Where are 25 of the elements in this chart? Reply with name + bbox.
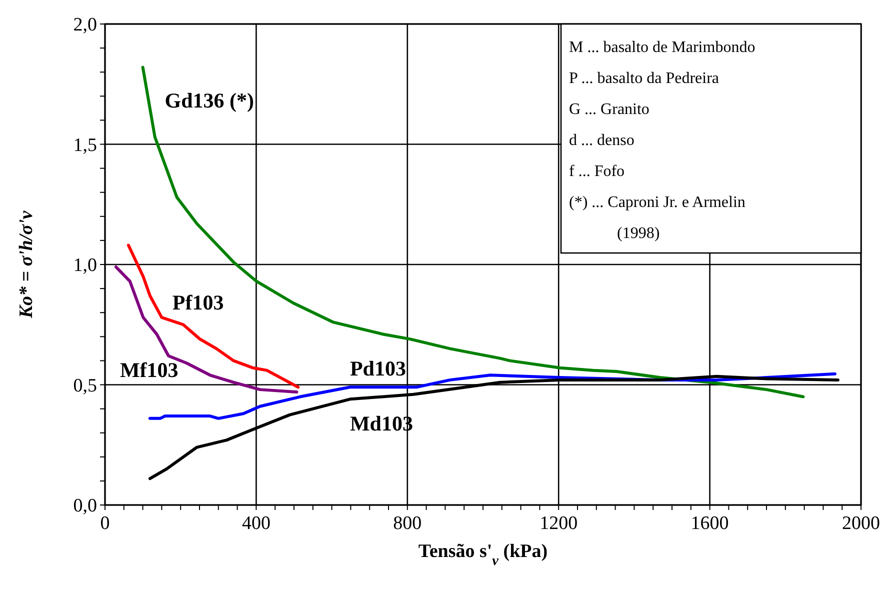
series-label: Mf103	[120, 358, 178, 382]
x-tick-label: 400	[242, 513, 270, 534]
y-axis-title: Ko* = σ'h/σ'v	[16, 210, 37, 320]
x-tick-label: 800	[393, 513, 422, 534]
annotation: d ... denso	[569, 132, 634, 149]
annotation: (*) ... Caproni Jr. e Armelin	[569, 194, 746, 211]
annotation: (1998)	[617, 225, 660, 242]
y-tick-label: 2,0	[73, 14, 97, 36]
x-tick-label: 0	[100, 513, 110, 534]
annotation: G ... Granito	[569, 101, 650, 118]
y-tick-label: 0,0	[73, 496, 97, 517]
x-tick-label: 1200	[540, 513, 578, 534]
x-tick-label: 1600	[690, 513, 729, 534]
line-series	[114, 265, 298, 394]
x-axis-title: Tensão s'$_{v}$ (kPa)	[418, 541, 548, 569]
annotation: f ... Fofo	[569, 163, 625, 180]
series-label: Pf103	[172, 290, 224, 314]
series-label: Pd103	[350, 356, 406, 380]
y-tick-label: 1,5	[73, 134, 97, 156]
y-tick-label: 0,5	[73, 375, 97, 396]
series-label: Gd136 (*)	[164, 88, 254, 112]
annotation: M ... basalto de Marimbondo	[569, 39, 756, 56]
y-tick-label: 1,0	[73, 255, 97, 276]
annotation: P ... basalto da Pedreira	[569, 70, 720, 87]
x-tick-label: 2000	[842, 513, 880, 534]
